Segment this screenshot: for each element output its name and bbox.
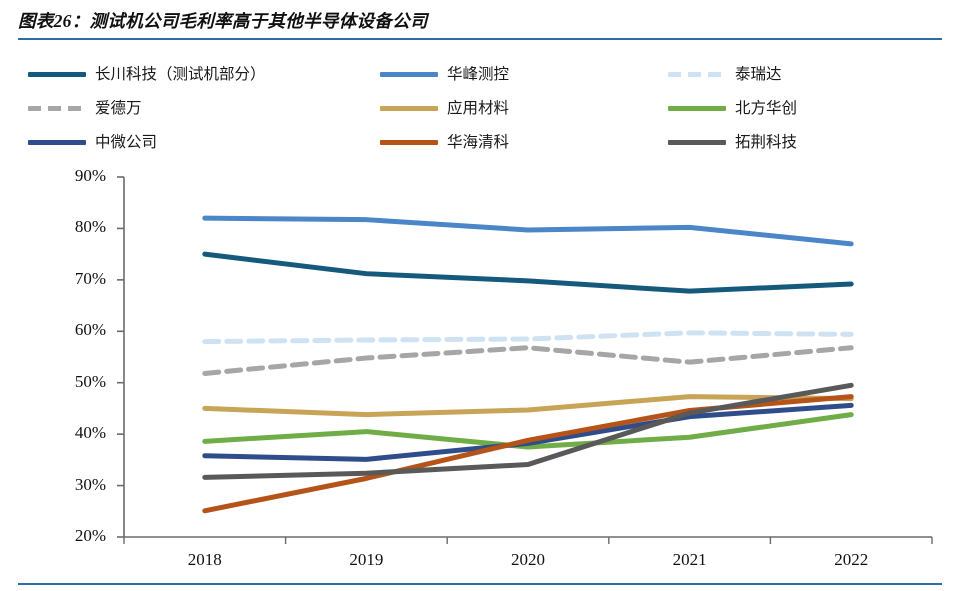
legend-label: 爱德万 — [95, 99, 142, 117]
chart-series-line — [202, 394, 854, 418]
y-axis-tick-label: 40% — [74, 423, 106, 443]
figure-title: 图表26：测试机公司毛利率高于其他半导体设备公司 — [18, 8, 942, 38]
legend-swatch-icon — [28, 140, 86, 145]
y-axis-tick-label: 70% — [74, 268, 106, 288]
legend-swatch-icon — [28, 106, 86, 111]
chart-series-line — [202, 330, 854, 345]
x-axis-tick-label: 2018 — [187, 550, 222, 569]
legend-item[interactable]: 华峰测控 — [380, 58, 509, 91]
legend-swatch-icon — [668, 106, 726, 111]
legend-swatch-icon — [380, 72, 438, 77]
legend-label: 应用材料 — [447, 99, 510, 117]
legend-item[interactable]: 泰瑞达 — [668, 58, 782, 91]
chart-series-line — [202, 382, 854, 480]
title-divider — [18, 38, 942, 40]
x-axis-tick-label: 2022 — [834, 550, 869, 569]
legend-item[interactable]: 爱德万 — [28, 92, 142, 125]
chart-series-line — [202, 394, 854, 514]
legend-swatch-icon — [380, 140, 438, 145]
legend-label: 拓荆科技 — [735, 133, 798, 151]
x-axis-tick-label: 2020 — [511, 550, 545, 569]
y-axis-tick-label: 30% — [74, 474, 106, 494]
chart-series-line — [202, 345, 854, 376]
legend-label: 华峰测控 — [447, 65, 510, 83]
legend-item[interactable]: 华海清科 — [380, 126, 509, 159]
legend-item[interactable]: 拓荆科技 — [668, 126, 797, 159]
x-axis-tick-label: 2019 — [349, 550, 384, 569]
legend-swatch-icon — [668, 72, 726, 77]
x-axis-tick-label: 2021 — [672, 550, 707, 569]
legend-label: 长川科技（测试机部分） — [95, 65, 266, 83]
y-axis-tick-label: 50% — [74, 371, 106, 391]
legend-label: 泰瑞达 — [735, 65, 782, 83]
legend-item[interactable]: 应用材料 — [380, 92, 509, 125]
y-axis-tick-label: 60% — [74, 320, 106, 340]
page-title: 图表26：测试机公司毛利率高于其他半导体设备公司 — [18, 11, 428, 31]
footer-divider — [18, 583, 942, 585]
legend-label: 北方华创 — [735, 99, 798, 117]
chart-series-line — [202, 412, 854, 450]
chart-series-line — [202, 251, 854, 294]
legend-swatch-icon — [380, 106, 438, 111]
chart-legend: 长川科技（测试机部分） 华峰测控 泰瑞达爱德万 应用材料 北方华创中微公司 华海清科 拓荆科… — [28, 58, 928, 163]
y-axis-tick-label: 20% — [74, 526, 106, 545]
y-axis-tick-label: 90% — [74, 166, 106, 185]
y-axis-tick-label: 80% — [74, 217, 106, 237]
legend-swatch-icon — [668, 140, 726, 145]
legend-item[interactable]: 北方华创 — [668, 92, 797, 125]
chart-series-line — [202, 402, 854, 462]
legend-swatch-icon — [28, 72, 86, 77]
legend-item[interactable]: 中微公司 — [28, 126, 157, 159]
legend-item[interactable]: 长川科技（测试机部分） — [28, 58, 266, 91]
chart-series-line — [202, 215, 854, 247]
legend-label: 中微公司 — [95, 133, 158, 151]
legend-label: 华海清科 — [447, 133, 510, 151]
